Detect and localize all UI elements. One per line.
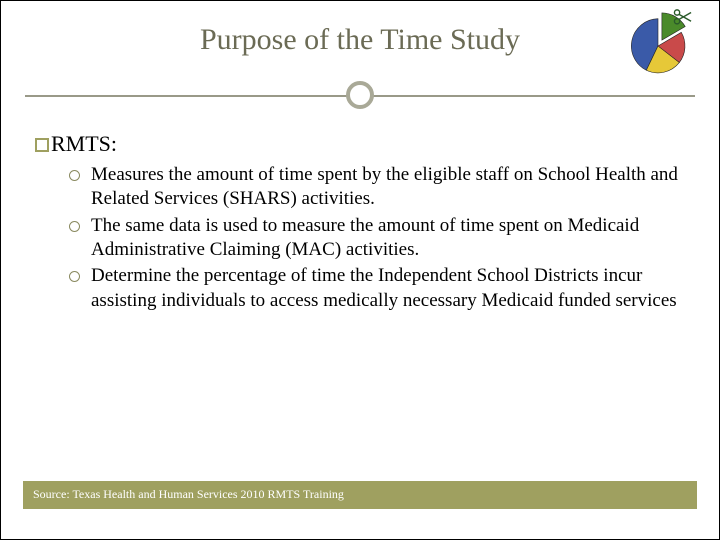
page-title: Purpose of the Time Study — [1, 23, 719, 57]
section-header-text: RMTS: — [51, 131, 117, 156]
bullet-list: Measures the amount of time spent by the… — [35, 163, 685, 313]
title-area: Purpose of the Time Study — [1, 1, 719, 57]
footer-text: Source: Texas Health and Human Services … — [33, 487, 344, 501]
slide-container: Purpose of the Time Study RMTS: Measures… — [0, 0, 720, 540]
list-item: Determine the percentage of time the Ind… — [69, 264, 685, 313]
list-item: The same data is used to measure the amo… — [69, 214, 685, 263]
footer-source-bar: Source: Texas Health and Human Services … — [23, 481, 697, 509]
list-item-text: Measures the amount of time spent by the… — [91, 164, 678, 209]
section-header: RMTS: — [35, 131, 685, 157]
square-bullet-icon — [35, 138, 49, 152]
pie-chart-icon — [619, 9, 697, 79]
list-item: Measures the amount of time spent by the… — [69, 163, 685, 212]
content-area: RMTS: Measures the amount of time spent … — [35, 131, 685, 315]
circle-divider-icon — [346, 81, 374, 109]
list-item-text: The same data is used to measure the amo… — [91, 215, 639, 260]
list-item-text: Determine the percentage of time the Ind… — [91, 265, 677, 310]
